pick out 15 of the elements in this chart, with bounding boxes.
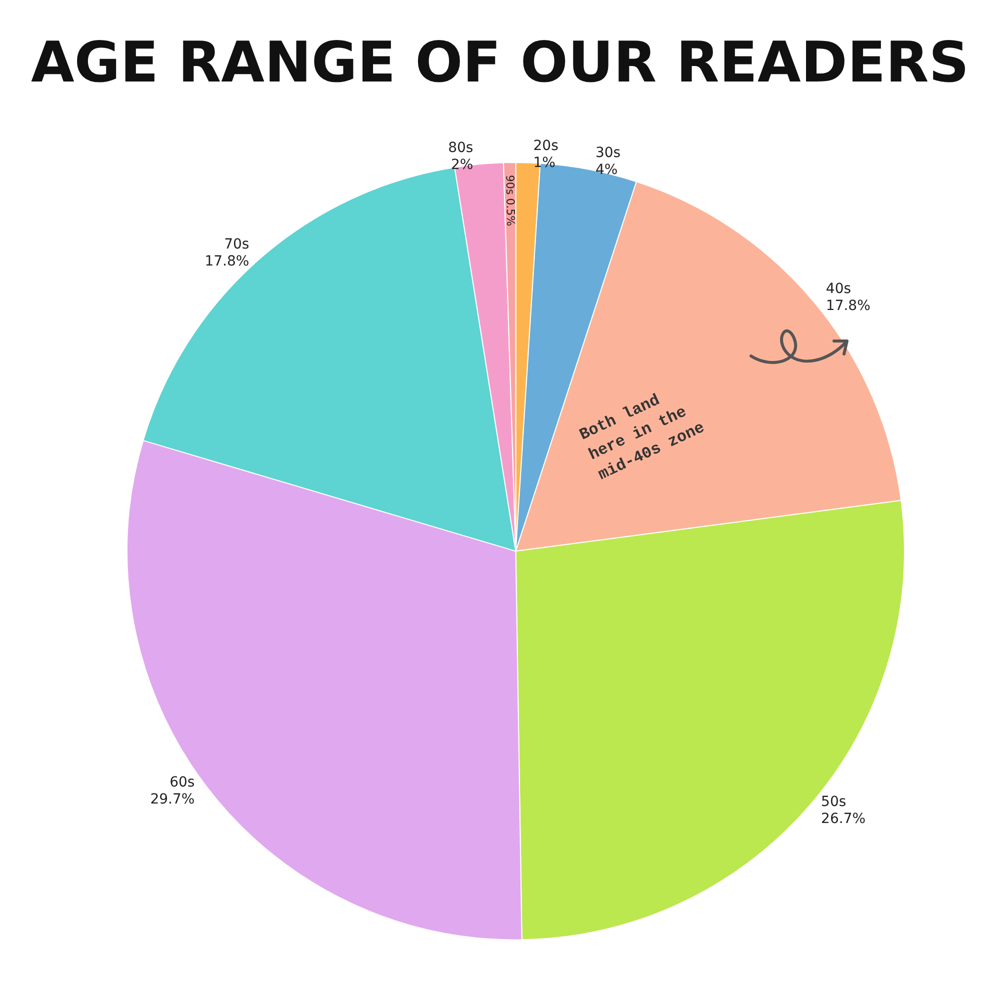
slice-label: 70s: [224, 236, 250, 252]
data-label: 2%: [451, 156, 474, 173]
chart-title: AGE RANGE OF OUR READERS: [30, 30, 970, 96]
slice-label: 40s: [826, 281, 852, 298]
slice-label: 60s: [170, 774, 195, 790]
data-label: 29.7%: [150, 791, 195, 808]
slice-label: 20s: [533, 138, 558, 154]
slice-label: 30s: [595, 145, 621, 162]
slice-label: 50s: [821, 794, 846, 810]
data-label: 17.8%: [204, 253, 250, 270]
slice-label: 80s: [448, 140, 474, 156]
slice-label: 90s 0.5%: [503, 174, 518, 226]
data-label: 4%: [595, 162, 618, 178]
data-label: 17.8%: [826, 298, 870, 314]
data-label: 26.7%: [821, 810, 866, 827]
